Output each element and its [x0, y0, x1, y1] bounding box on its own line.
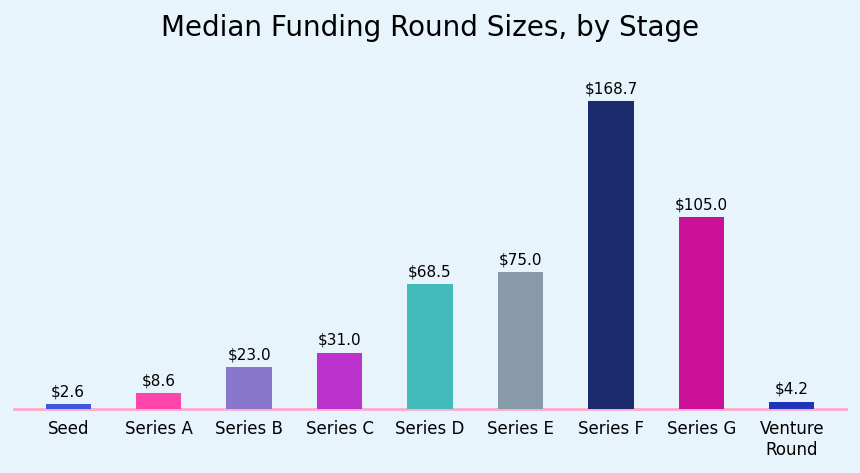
Title: Median Funding Round Sizes, by Stage: Median Funding Round Sizes, by Stage [161, 14, 699, 42]
Text: $2.6: $2.6 [51, 385, 85, 400]
Bar [498, 272, 543, 409]
Bar [46, 404, 91, 409]
Text: $4.2: $4.2 [775, 382, 808, 397]
Bar [769, 402, 814, 409]
Bar [679, 217, 724, 409]
Text: $105.0: $105.0 [675, 198, 728, 212]
Text: $8.6: $8.6 [142, 374, 175, 389]
Text: $168.7: $168.7 [584, 81, 637, 96]
Bar [588, 101, 634, 409]
Text: $23.0: $23.0 [227, 348, 271, 363]
Text: $31.0: $31.0 [317, 333, 361, 348]
Bar [136, 394, 181, 409]
Bar [226, 367, 272, 409]
Bar [408, 284, 452, 409]
Text: $68.5: $68.5 [408, 264, 452, 280]
Bar [317, 352, 362, 409]
Text: $75.0: $75.0 [499, 253, 542, 267]
